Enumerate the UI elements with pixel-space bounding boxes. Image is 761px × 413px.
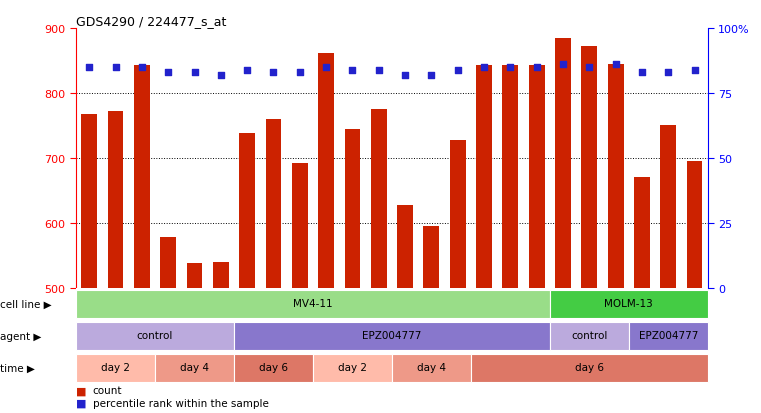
Point bbox=[241, 67, 253, 74]
Bar bbox=[108, 112, 123, 288]
Text: control: control bbox=[137, 330, 174, 340]
Bar bbox=[549, 290, 708, 318]
Bar bbox=[155, 354, 234, 382]
Point bbox=[294, 70, 306, 76]
Bar bbox=[292, 164, 307, 288]
Point bbox=[189, 70, 201, 76]
Bar bbox=[213, 262, 229, 288]
Point bbox=[320, 64, 333, 71]
Bar bbox=[81, 115, 97, 288]
Point bbox=[425, 72, 438, 79]
Point bbox=[83, 64, 95, 71]
Text: percentile rank within the sample: percentile rank within the sample bbox=[93, 398, 269, 408]
Bar bbox=[423, 226, 439, 288]
Text: ■: ■ bbox=[76, 398, 87, 408]
Text: MOLM-13: MOLM-13 bbox=[604, 299, 653, 309]
Bar bbox=[345, 129, 361, 288]
Bar bbox=[186, 263, 202, 288]
Bar bbox=[397, 206, 413, 288]
Point bbox=[346, 67, 358, 74]
Point bbox=[267, 70, 279, 76]
Bar bbox=[529, 66, 545, 288]
Point bbox=[583, 64, 595, 71]
Bar bbox=[549, 322, 629, 350]
Bar bbox=[371, 110, 387, 288]
Bar bbox=[634, 178, 650, 288]
Bar bbox=[313, 354, 392, 382]
Text: time ▶: time ▶ bbox=[0, 363, 35, 373]
Bar bbox=[318, 54, 334, 288]
Point bbox=[373, 67, 385, 74]
Bar bbox=[234, 322, 549, 350]
Point bbox=[215, 72, 227, 79]
Text: agent ▶: agent ▶ bbox=[0, 331, 41, 341]
Point bbox=[505, 64, 517, 71]
Point bbox=[689, 67, 701, 74]
Text: EPZ004777: EPZ004777 bbox=[638, 330, 698, 340]
Point bbox=[610, 62, 622, 69]
Text: GDS4290 / 224477_s_at: GDS4290 / 224477_s_at bbox=[76, 15, 227, 28]
Bar bbox=[661, 126, 676, 288]
Text: day 2: day 2 bbox=[101, 362, 130, 372]
Point bbox=[478, 64, 490, 71]
Bar bbox=[629, 322, 708, 350]
Text: count: count bbox=[93, 385, 123, 395]
Text: day 4: day 4 bbox=[417, 362, 446, 372]
Bar bbox=[502, 66, 518, 288]
Bar bbox=[476, 66, 492, 288]
Bar bbox=[76, 354, 155, 382]
Bar bbox=[161, 237, 176, 288]
Text: day 6: day 6 bbox=[575, 362, 603, 372]
Text: MV4-11: MV4-11 bbox=[293, 299, 333, 309]
Bar bbox=[266, 119, 282, 288]
Point bbox=[530, 64, 543, 71]
Text: day 4: day 4 bbox=[180, 362, 209, 372]
Text: control: control bbox=[571, 330, 607, 340]
Text: EPZ004777: EPZ004777 bbox=[362, 330, 422, 340]
Bar bbox=[686, 161, 702, 288]
Bar bbox=[234, 354, 313, 382]
Bar bbox=[392, 354, 471, 382]
Text: ■: ■ bbox=[76, 385, 87, 395]
Text: day 2: day 2 bbox=[338, 362, 367, 372]
Point bbox=[399, 72, 411, 79]
Text: day 6: day 6 bbox=[259, 362, 288, 372]
Bar bbox=[555, 39, 571, 288]
Point bbox=[451, 67, 463, 74]
Point bbox=[662, 70, 674, 76]
Bar bbox=[581, 47, 597, 288]
Bar bbox=[76, 290, 549, 318]
Bar bbox=[76, 322, 234, 350]
Point bbox=[162, 70, 174, 76]
Point bbox=[110, 64, 122, 71]
Point bbox=[557, 62, 569, 69]
Bar bbox=[471, 354, 708, 382]
Bar bbox=[608, 64, 623, 288]
Point bbox=[135, 64, 148, 71]
Bar bbox=[134, 66, 150, 288]
Text: cell line ▶: cell line ▶ bbox=[0, 299, 52, 309]
Bar bbox=[239, 134, 255, 288]
Point bbox=[636, 70, 648, 76]
Bar bbox=[450, 141, 466, 288]
